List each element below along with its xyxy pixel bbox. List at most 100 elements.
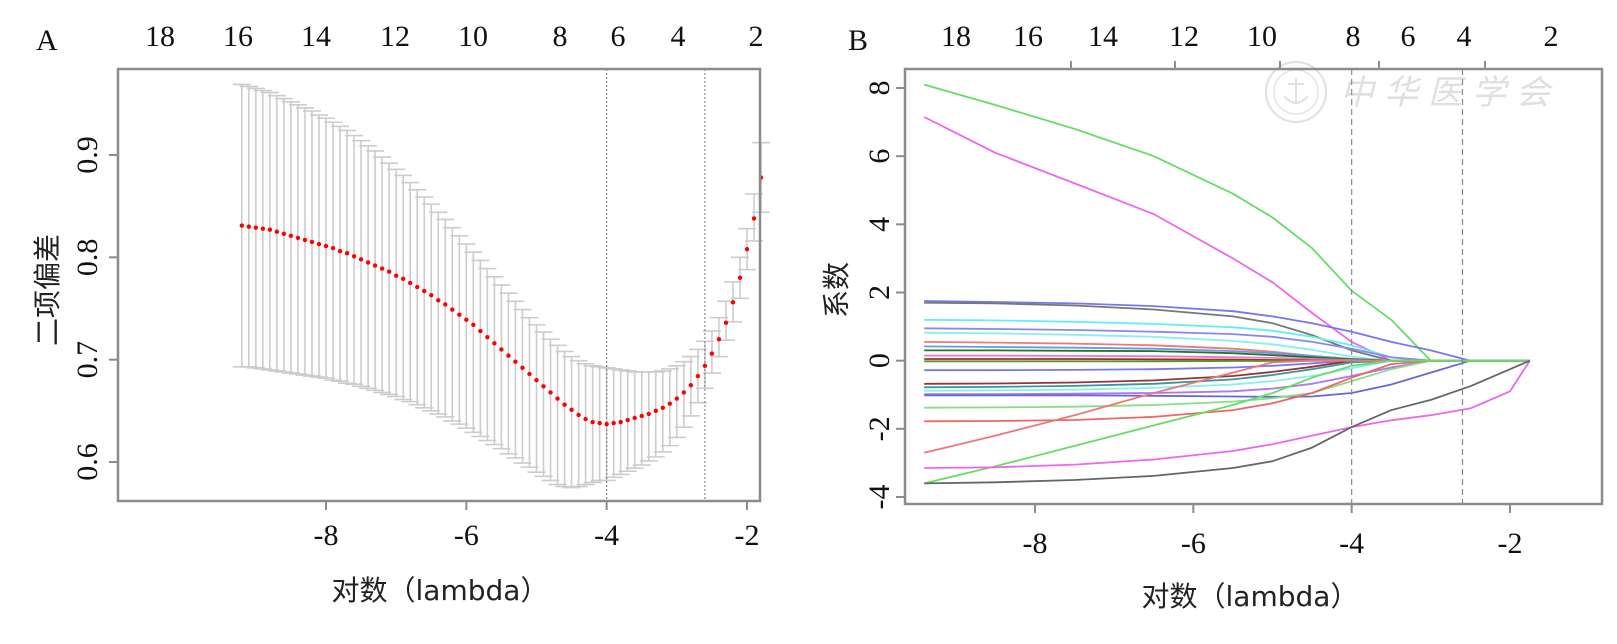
errorbar: [394, 174, 413, 401]
data-point: [723, 320, 729, 326]
top-axis-label: 18: [145, 20, 175, 53]
top-axis-label: 10: [458, 20, 488, 53]
top-axis-label: 14: [301, 20, 331, 53]
top-axis-label: 18: [941, 20, 971, 53]
errorbar: [527, 324, 546, 474]
errorbar: [387, 168, 406, 398]
data-point: [604, 421, 609, 427]
data-point: [372, 263, 378, 268]
data-point: [674, 396, 680, 401]
data-point: [499, 347, 504, 352]
data-point: [583, 416, 588, 422]
data-point: [513, 359, 518, 364]
panel-a-errorbars: [232, 83, 771, 489]
watermark: 中华医学会: [1265, 61, 1560, 123]
y-tick-label: 0.8: [71, 239, 104, 277]
data-point: [555, 396, 560, 401]
data-point: [520, 365, 525, 371]
errorbar: [471, 259, 490, 438]
data-point: [302, 237, 308, 243]
data-point: [351, 254, 357, 259]
errorbar: [457, 243, 476, 430]
data-point: [337, 248, 343, 254]
data-point: [751, 216, 757, 221]
errorbar: [576, 362, 595, 486]
errorbar: [492, 284, 511, 450]
panel-b-reference-lines: [1351, 69, 1464, 504]
data-point: [534, 377, 539, 383]
data-point: [464, 317, 469, 322]
data-point: [379, 266, 385, 271]
data-point: [393, 273, 399, 278]
top-axis-label: 4: [1457, 20, 1472, 53]
errorbar: [646, 371, 665, 458]
data-point: [744, 246, 750, 252]
top-axis-label: 14: [1088, 20, 1118, 53]
panel-a-letter: A: [36, 24, 58, 57]
panel-a-x-axis: -8 -6 -4 -2: [314, 501, 760, 552]
data-point: [702, 363, 708, 369]
data-point: [737, 275, 743, 280]
y-tick-label: 6: [863, 149, 896, 164]
x-tick-label: -8: [1023, 527, 1048, 560]
x-tick-label: -4: [594, 519, 619, 552]
coefficient-path: [923, 83, 1530, 362]
data-point: [611, 420, 616, 426]
panel-b: B 中华医学会 -8 -6 -4 -2 -4 -2 0 2 4 6 8 18 16 14 12 10 8 6 4…: [820, 20, 1604, 613]
errorbar: [548, 344, 567, 486]
data-point: [429, 292, 434, 298]
data-point: [527, 371, 532, 377]
errorbar: [653, 370, 672, 453]
data-point: [436, 298, 441, 303]
panel-a-top-axis: 18 16 14 12 10 8 6 4 2: [145, 20, 764, 53]
coefficient-path: [924, 360, 1531, 469]
top-axis-label: 2: [749, 20, 764, 53]
errorbar: [485, 275, 504, 446]
errorbar: [366, 150, 385, 392]
top-axis-label: 8: [1346, 20, 1361, 53]
x-tick-label: -2: [735, 519, 760, 552]
data-point: [485, 334, 490, 340]
data-point: [653, 408, 658, 414]
top-axis-label: 2: [1544, 20, 1559, 53]
data-point: [267, 227, 273, 232]
data-point: [415, 284, 420, 290]
errorbar: [660, 368, 679, 447]
watermark-text: 中华医学会: [1340, 73, 1560, 113]
panel-b-x-axis: -8 -6 -4 -2: [1023, 504, 1523, 560]
panel-a-y-axis-title: 二项偏差: [31, 234, 64, 346]
data-point: [695, 373, 701, 379]
data-point: [323, 243, 329, 249]
data-point: [618, 419, 623, 425]
errorbar: [401, 181, 420, 403]
data-point: [660, 405, 665, 410]
data-point: [295, 235, 301, 241]
errorbar: [667, 365, 686, 439]
coefficient-path: [924, 359, 1531, 485]
errorbar: [415, 196, 434, 409]
data-point: [541, 384, 546, 389]
x-tick-label: -6: [454, 519, 479, 552]
panel-b-letter: B: [848, 24, 868, 57]
errorbar: [380, 162, 399, 396]
data-point: [646, 411, 651, 417]
errorbar: [569, 359, 588, 488]
panel-a-x-axis-title: 对数（lambda）: [332, 574, 549, 607]
y-tick-label: 0: [863, 353, 896, 368]
data-point: [562, 402, 567, 407]
errorbar: [324, 121, 343, 381]
data-point: [246, 224, 252, 229]
society-seal-icon: [1265, 61, 1327, 123]
errorbar: [443, 226, 462, 422]
x-tick-label: -6: [1181, 527, 1206, 560]
panel-b-plot-frame: [903, 67, 1604, 506]
data-point: [639, 413, 644, 419]
data-point: [632, 415, 637, 421]
y-tick-label: 0.9: [71, 136, 104, 174]
y-tick-label: 4: [863, 217, 896, 232]
errorbar: [331, 125, 350, 382]
errorbar: [345, 134, 364, 386]
data-point: [274, 229, 280, 234]
data-point: [309, 239, 315, 245]
errorbar: [408, 188, 427, 406]
